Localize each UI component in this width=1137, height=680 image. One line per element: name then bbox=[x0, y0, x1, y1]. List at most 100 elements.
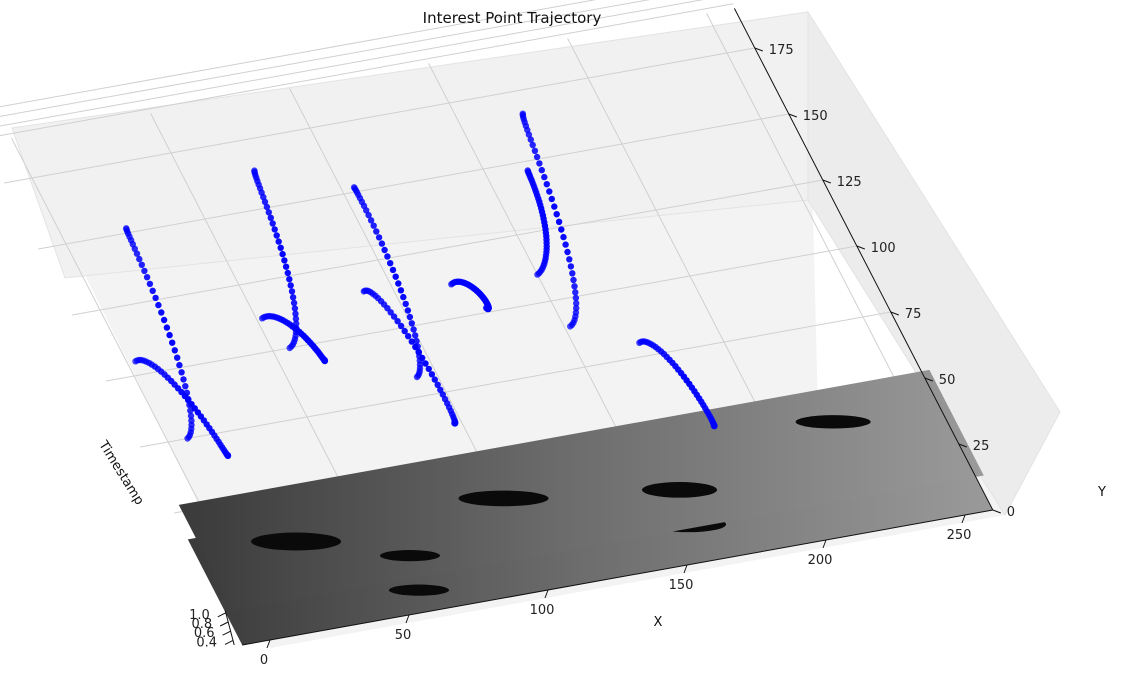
trajectory-point bbox=[293, 324, 300, 332]
z-tick-mark bbox=[224, 639, 234, 645]
y-tick-label: 100 bbox=[871, 241, 896, 256]
trajectory-point bbox=[710, 422, 717, 429]
frame-images bbox=[178, 369, 993, 645]
trajectory-point bbox=[560, 233, 567, 241]
trajectory-point bbox=[408, 338, 415, 345]
trajectory-point bbox=[558, 226, 565, 233]
trajectory-point bbox=[533, 153, 541, 161]
x-tick-label: 50 bbox=[395, 628, 412, 643]
trajectory-point bbox=[381, 246, 388, 254]
trajectory-point bbox=[570, 276, 577, 284]
trajectory-point bbox=[288, 288, 296, 295]
trajectory-point bbox=[146, 280, 154, 288]
trajectory-point bbox=[572, 289, 579, 296]
trajectory-point bbox=[387, 260, 394, 267]
trajectory-point bbox=[412, 332, 419, 339]
trajectory-point bbox=[185, 395, 192, 403]
trajectory-point bbox=[373, 228, 380, 235]
x-tick-label: 0 bbox=[260, 653, 268, 668]
trajectory-point bbox=[321, 356, 328, 364]
trajectory-point bbox=[431, 376, 438, 383]
trajectory-point bbox=[541, 173, 548, 181]
frame-shape bbox=[251, 532, 342, 551]
chart-title: Interest Point Trajectory bbox=[423, 9, 602, 27]
trajectory-point bbox=[414, 343, 421, 350]
y-tick-label: 50 bbox=[939, 373, 956, 388]
trajectory-point bbox=[566, 256, 573, 263]
trajectory-point bbox=[133, 250, 141, 257]
y-tick-label: 75 bbox=[905, 307, 922, 322]
y-tick-label: 150 bbox=[803, 109, 828, 124]
trajectory-point bbox=[397, 322, 405, 330]
y-tick-mark bbox=[822, 179, 831, 184]
y-tick-mark bbox=[754, 47, 763, 52]
grid-line-y-6 bbox=[38, 113, 789, 250]
trajectory-point bbox=[404, 307, 412, 314]
trajectory-point bbox=[160, 316, 168, 324]
y-tick-label: 125 bbox=[837, 175, 862, 190]
trajectory-point bbox=[572, 294, 580, 302]
trajectory-point bbox=[367, 217, 375, 224]
trajectory-point bbox=[183, 389, 191, 396]
trajectory-point bbox=[263, 203, 271, 211]
y-axis-line bbox=[733, 8, 994, 511]
trajectory-point bbox=[279, 250, 286, 258]
trajectory-point bbox=[397, 287, 405, 294]
trajectory-point bbox=[567, 263, 575, 270]
trajectory-point bbox=[287, 282, 294, 289]
trajectory-point bbox=[289, 294, 297, 301]
trajectory-point bbox=[378, 240, 386, 247]
y-tick-mark bbox=[992, 509, 1001, 514]
trajectory-point bbox=[152, 294, 159, 302]
trajectory-point bbox=[176, 361, 183, 369]
trajectory-point bbox=[410, 326, 417, 333]
grid-line-y-7 bbox=[4, 47, 755, 184]
trajectory-point bbox=[543, 181, 550, 188]
trajectory-point bbox=[158, 309, 165, 316]
frame-plane bbox=[178, 369, 984, 611]
trajectory-point bbox=[277, 244, 284, 251]
trajectory-point bbox=[536, 160, 543, 167]
trajectory-point bbox=[370, 222, 377, 229]
trajectory-point bbox=[413, 337, 420, 345]
trajectory-point bbox=[169, 339, 176, 346]
y-tick-mark bbox=[958, 443, 967, 448]
trajectory-point bbox=[251, 167, 258, 174]
z-axis-label: Timestamp bbox=[95, 438, 147, 508]
trajectory-point bbox=[269, 220, 276, 227]
trajectory-point bbox=[384, 253, 391, 260]
x-tick-mark bbox=[544, 589, 549, 599]
trajectory-point bbox=[548, 195, 555, 203]
trajectory-point bbox=[138, 261, 145, 268]
y-tick-mark bbox=[890, 311, 899, 316]
x-axis-line bbox=[242, 509, 993, 646]
trajectory-point bbox=[163, 324, 171, 331]
trajectory-point bbox=[286, 276, 293, 283]
trajectory-point bbox=[290, 299, 298, 307]
x-tick-label: 100 bbox=[530, 603, 555, 618]
trajectory-point bbox=[519, 110, 526, 117]
y-tick-label: 25 bbox=[973, 439, 990, 454]
y-tick-mark bbox=[788, 113, 797, 118]
y-tick-labels: 0 25 50 75 100 125 150 175 bbox=[754, 43, 1015, 520]
trajectory-point bbox=[573, 300, 580, 307]
trajectory-point bbox=[292, 310, 299, 317]
x-tick-label: 150 bbox=[669, 578, 694, 593]
trajectory-point bbox=[425, 365, 432, 373]
trajectory-point bbox=[538, 166, 545, 174]
trajectory-point bbox=[553, 211, 560, 218]
x-tick-label: 200 bbox=[808, 553, 833, 568]
trajectory-point bbox=[405, 333, 412, 340]
trajectory-point bbox=[155, 301, 162, 309]
grid-line-z-2 bbox=[0, 0, 651, 117]
trajectory-point bbox=[284, 269, 291, 277]
trajectory-point bbox=[422, 360, 429, 367]
y-tick-label: 0 bbox=[1007, 505, 1015, 520]
trajectory-point bbox=[573, 305, 580, 312]
trajectory-point bbox=[389, 266, 397, 274]
frame-shape bbox=[379, 550, 440, 562]
z-tick-labels: 0.40.60.81.0 bbox=[189, 608, 234, 650]
grid-line-y-5 bbox=[72, 179, 823, 316]
trajectory-point bbox=[186, 401, 193, 409]
trajectory-point bbox=[402, 300, 409, 308]
